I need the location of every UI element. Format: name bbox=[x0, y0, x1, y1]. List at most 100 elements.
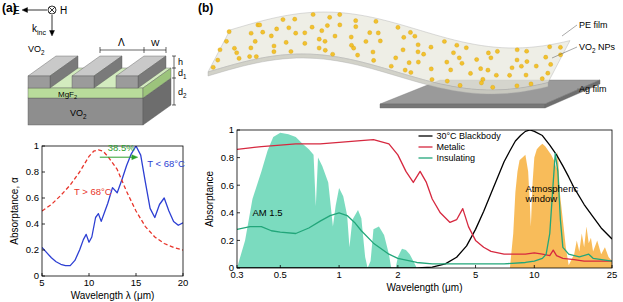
nanoparticle bbox=[534, 64, 538, 68]
nanoparticle bbox=[218, 48, 222, 52]
y-tick-label: 0.8 bbox=[221, 152, 234, 163]
nanoparticle bbox=[416, 43, 420, 47]
annotation: T > 68°C bbox=[74, 186, 112, 197]
nanoparticle bbox=[310, 25, 314, 29]
figure: (a)EHkincΛWhd1d2VO2MgF2VO2(b)PE filmVO2 … bbox=[0, 0, 623, 302]
plot-data bbox=[237, 130, 612, 268]
nanoparticle bbox=[227, 30, 231, 34]
annotation: 38.5% bbox=[108, 142, 135, 153]
line bbox=[237, 153, 612, 263]
y-tick-label: 1 bbox=[229, 124, 234, 135]
nanoparticle bbox=[320, 29, 324, 33]
x-tick bbox=[339, 265, 340, 268]
grating-front bbox=[72, 76, 94, 88]
spacer-front bbox=[28, 88, 143, 98]
x-tick bbox=[534, 265, 535, 268]
nanoparticle bbox=[445, 79, 449, 83]
x-tick bbox=[237, 265, 238, 268]
x-tick bbox=[280, 265, 281, 268]
nanoparticle bbox=[376, 31, 380, 35]
nanoparticle bbox=[486, 68, 490, 72]
nanoparticle bbox=[458, 83, 462, 87]
text-part: VO bbox=[579, 42, 592, 52]
nanoparticle bbox=[525, 59, 529, 63]
nanoparticle bbox=[211, 65, 215, 69]
nanoparticle bbox=[232, 46, 236, 50]
arrow-head bbox=[50, 31, 55, 37]
grating-front bbox=[116, 76, 138, 88]
nanoparticle bbox=[311, 12, 315, 16]
y-tick-label: 0.6 bbox=[221, 180, 234, 191]
ag-film-edge bbox=[380, 104, 545, 108]
nanoparticle bbox=[416, 50, 420, 54]
nanoparticle bbox=[216, 58, 220, 62]
arrow-head bbox=[132, 155, 138, 160]
nanoparticle bbox=[331, 52, 335, 56]
nanoparticle bbox=[272, 44, 276, 48]
dimension-tick bbox=[172, 105, 176, 106]
y-tick bbox=[42, 250, 45, 251]
nanoparticle bbox=[317, 46, 321, 50]
text-part: inc bbox=[37, 29, 46, 36]
nanoparticle bbox=[460, 61, 464, 65]
annotation: AM 1.5 bbox=[252, 207, 282, 218]
nanoparticle bbox=[430, 77, 434, 81]
nanoparticle bbox=[364, 39, 368, 43]
x-tick bbox=[136, 273, 137, 276]
nanoparticle bbox=[494, 73, 498, 77]
dimension-label: W bbox=[151, 38, 160, 48]
text-part: NPs bbox=[596, 42, 616, 52]
nanoparticle bbox=[328, 15, 332, 19]
y-tick bbox=[237, 240, 240, 241]
e-field-arrow bbox=[27, 10, 47, 11]
k-arrow bbox=[52, 15, 53, 31]
nanoparticle bbox=[515, 48, 519, 52]
x-tick-label: 10 bbox=[84, 277, 95, 288]
nanoparticle bbox=[449, 68, 453, 72]
nanoparticle bbox=[546, 71, 550, 75]
nanoparticle bbox=[371, 50, 375, 54]
nanoparticle bbox=[468, 71, 472, 75]
nanoparticle bbox=[355, 53, 359, 57]
layer-label: MgF2 bbox=[58, 90, 77, 101]
text-part: 2 bbox=[83, 113, 87, 120]
x-axis-label: Wavelength λ (μm) bbox=[71, 290, 155, 301]
substrate-front bbox=[28, 98, 143, 125]
text-part: VO bbox=[28, 44, 41, 54]
field-label: E bbox=[13, 5, 20, 16]
nanoparticle bbox=[519, 64, 523, 68]
x-axis-label: Wavelength (μm) bbox=[387, 282, 463, 293]
leader-line bbox=[562, 25, 577, 36]
field-label: H bbox=[60, 5, 67, 16]
nanoparticle bbox=[396, 25, 400, 29]
y-tick bbox=[42, 198, 45, 199]
nanoparticle bbox=[457, 56, 461, 60]
y-tick bbox=[42, 146, 45, 147]
leader-line bbox=[552, 47, 577, 58]
panel-label: (b) bbox=[198, 1, 213, 15]
legend-swatch bbox=[419, 135, 433, 136]
dimension-tick bbox=[172, 68, 176, 69]
dimension-tick bbox=[172, 56, 176, 57]
nanoparticle bbox=[475, 57, 479, 61]
nanoparticle bbox=[445, 60, 449, 64]
x-tick bbox=[612, 265, 613, 268]
nanoparticle bbox=[491, 85, 495, 89]
nanoparticle bbox=[558, 45, 562, 49]
nanoparticle bbox=[407, 61, 411, 65]
film-label: VO2 NPs bbox=[579, 42, 616, 54]
chart: 510152000.20.40.60.81Wavelength λ (μm)Ab… bbox=[9, 140, 188, 301]
legend: 30°C BlackbodyMetalicInsulating bbox=[419, 131, 502, 163]
y-tick bbox=[237, 157, 240, 158]
plot-frame bbox=[237, 130, 612, 268]
nanoparticle bbox=[429, 67, 433, 71]
nanoparticle bbox=[258, 23, 262, 27]
dimension-tick bbox=[172, 78, 176, 79]
nanoparticle bbox=[272, 50, 276, 54]
nanoparticle bbox=[409, 70, 413, 74]
nanoparticle bbox=[515, 58, 519, 62]
layer-label: VO2 bbox=[70, 108, 87, 120]
nanoparticle bbox=[354, 19, 358, 23]
y-tick-label: 0.6 bbox=[26, 192, 39, 203]
nanoparticle bbox=[325, 23, 329, 27]
